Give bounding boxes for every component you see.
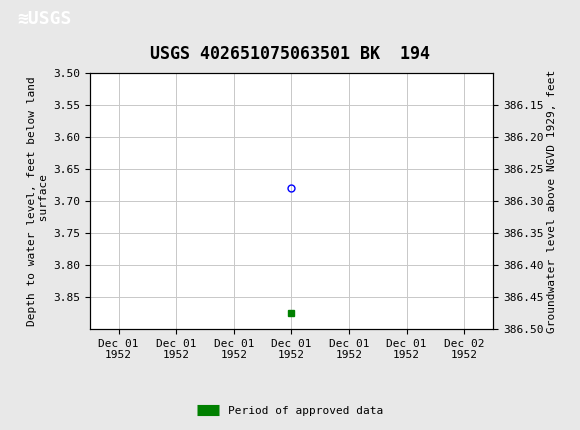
Legend: Period of approved data: Period of approved data — [193, 401, 387, 420]
Y-axis label: Groundwater level above NGVD 1929, feet: Groundwater level above NGVD 1929, feet — [548, 69, 557, 333]
Y-axis label: Depth to water level, feet below land
 surface: Depth to water level, feet below land su… — [27, 76, 49, 326]
Text: ≋USGS: ≋USGS — [17, 10, 72, 28]
Text: USGS 402651075063501 BK  194: USGS 402651075063501 BK 194 — [150, 45, 430, 63]
